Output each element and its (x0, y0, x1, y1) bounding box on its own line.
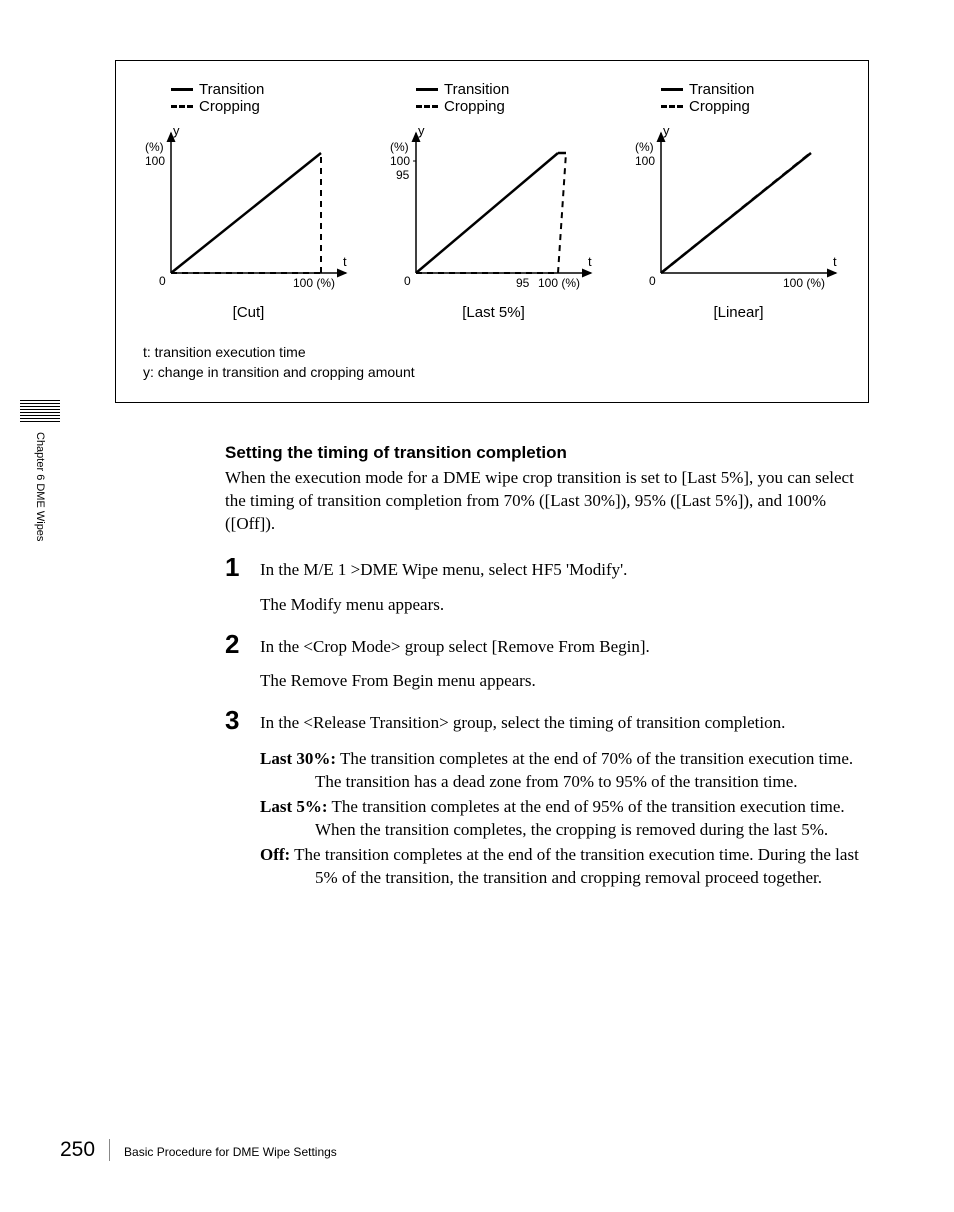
def-body: The transition completes at the end of t… (290, 845, 859, 887)
svg-text:y: y (663, 123, 670, 138)
def-term: Last 5%: (260, 797, 328, 816)
svg-text:100 (%): 100 (%) (538, 276, 580, 290)
step-text-2: In the <Crop Mode> group select [Remove … (260, 631, 869, 660)
step-follow-1: The Modify menu appears. (260, 595, 869, 615)
legend: Transition Cropping (131, 81, 366, 115)
svg-text:95: 95 (516, 276, 530, 290)
page-number: 250 (60, 1138, 95, 1162)
diagram-box: Transition Cropping (115, 60, 869, 403)
step-text-3: In the <Release Transition> group, selec… (260, 707, 869, 736)
y-definition: y: change in transition and cropping amo… (143, 363, 853, 383)
legend-dash-icon (661, 105, 683, 108)
definitions-list: Last 30%: The transition completes at th… (260, 748, 869, 890)
svg-text:95: 95 (396, 168, 410, 182)
svg-text:100: 100 (390, 154, 410, 168)
footer-title: Basic Procedure for DME Wipe Settings (124, 1145, 337, 1159)
chart-caption-cut: [Cut] (131, 304, 366, 321)
svg-text:0: 0 (649, 274, 656, 288)
chart-cut-svg: y (%) 100 0 t 100 (%) (131, 123, 366, 298)
axis-definitions: t: transition execution time y: change i… (143, 343, 853, 382)
y-label: y (173, 123, 180, 138)
x-max: 100 (%) (293, 276, 335, 290)
step-follow-2: The Remove From Begin menu appears. (260, 671, 869, 691)
legend: Transition Cropping (376, 81, 611, 115)
step-num-3: 3 (225, 707, 260, 733)
def-off: Off: The transition completes at the end… (260, 844, 869, 890)
section-heading: Setting the timing of transition complet… (225, 443, 869, 463)
legend-transition: Transition (444, 81, 509, 98)
svg-text:0: 0 (404, 274, 411, 288)
svg-text:t: t (833, 254, 837, 269)
chart-cut: Transition Cropping (131, 81, 366, 321)
x-label: t (343, 254, 347, 269)
footer-divider (109, 1139, 110, 1161)
legend-cropping: Cropping (199, 98, 260, 115)
legend-solid-icon (171, 88, 193, 91)
chart-last5-svg: y (%) 100 95 0 t 95 100 (%) (376, 123, 611, 298)
legend: Transition Cropping (621, 81, 856, 115)
svg-text:100 (%): 100 (%) (783, 276, 825, 290)
y-max: 100 (145, 154, 165, 168)
step-num-1: 1 (225, 554, 260, 580)
y-unit: (%) (145, 140, 164, 154)
step-2: 2 In the <Crop Mode> group select [Remov… (225, 631, 869, 660)
step-text-1: In the M/E 1 >DME Wipe menu, select HF5 … (260, 554, 869, 583)
svg-text:t: t (588, 254, 592, 269)
chart-last5: Transition Cropping (376, 81, 611, 321)
legend-transition: Transition (199, 81, 264, 98)
origin: 0 (159, 274, 166, 288)
chart-linear: Transition Cropping y ( (621, 81, 856, 321)
legend-transition: Transition (689, 81, 754, 98)
svg-text:y: y (418, 123, 425, 138)
def-last30: Last 30%: The transition completes at th… (260, 748, 869, 794)
step-3: 3 In the <Release Transition> group, sel… (225, 707, 869, 736)
legend-cropping: Cropping (444, 98, 505, 115)
def-body: The transition completes at the end of 9… (315, 797, 845, 839)
content-main: Setting the timing of transition complet… (225, 443, 869, 889)
legend-dash-icon (171, 105, 193, 108)
legend-dash-icon (416, 105, 438, 108)
step-num-2: 2 (225, 631, 260, 657)
legend-cropping: Cropping (689, 98, 750, 115)
step-1: 1 In the M/E 1 >DME Wipe menu, select HF… (225, 554, 869, 583)
chart-linear-svg: y (%) 100 0 t 100 (%) (621, 123, 856, 298)
chart-caption-linear: [Linear] (621, 304, 856, 321)
def-term: Off: (260, 845, 290, 864)
legend-solid-icon (416, 88, 438, 91)
svg-text:(%): (%) (390, 140, 409, 154)
chart-caption-last5: [Last 5%] (376, 304, 611, 321)
def-last5: Last 5%: The transition completes at the… (260, 796, 869, 842)
def-term: Last 30%: (260, 749, 336, 768)
footer: 250 Basic Procedure for DME Wipe Setting… (60, 1138, 337, 1162)
legend-solid-icon (661, 88, 683, 91)
svg-text:100: 100 (635, 154, 655, 168)
charts-row: Transition Cropping (131, 81, 853, 321)
svg-text:(%): (%) (635, 140, 654, 154)
t-definition: t: transition execution time (143, 343, 853, 363)
def-body: The transition completes at the end of 7… (315, 749, 853, 791)
section-intro: When the execution mode for a DME wipe c… (225, 467, 869, 536)
